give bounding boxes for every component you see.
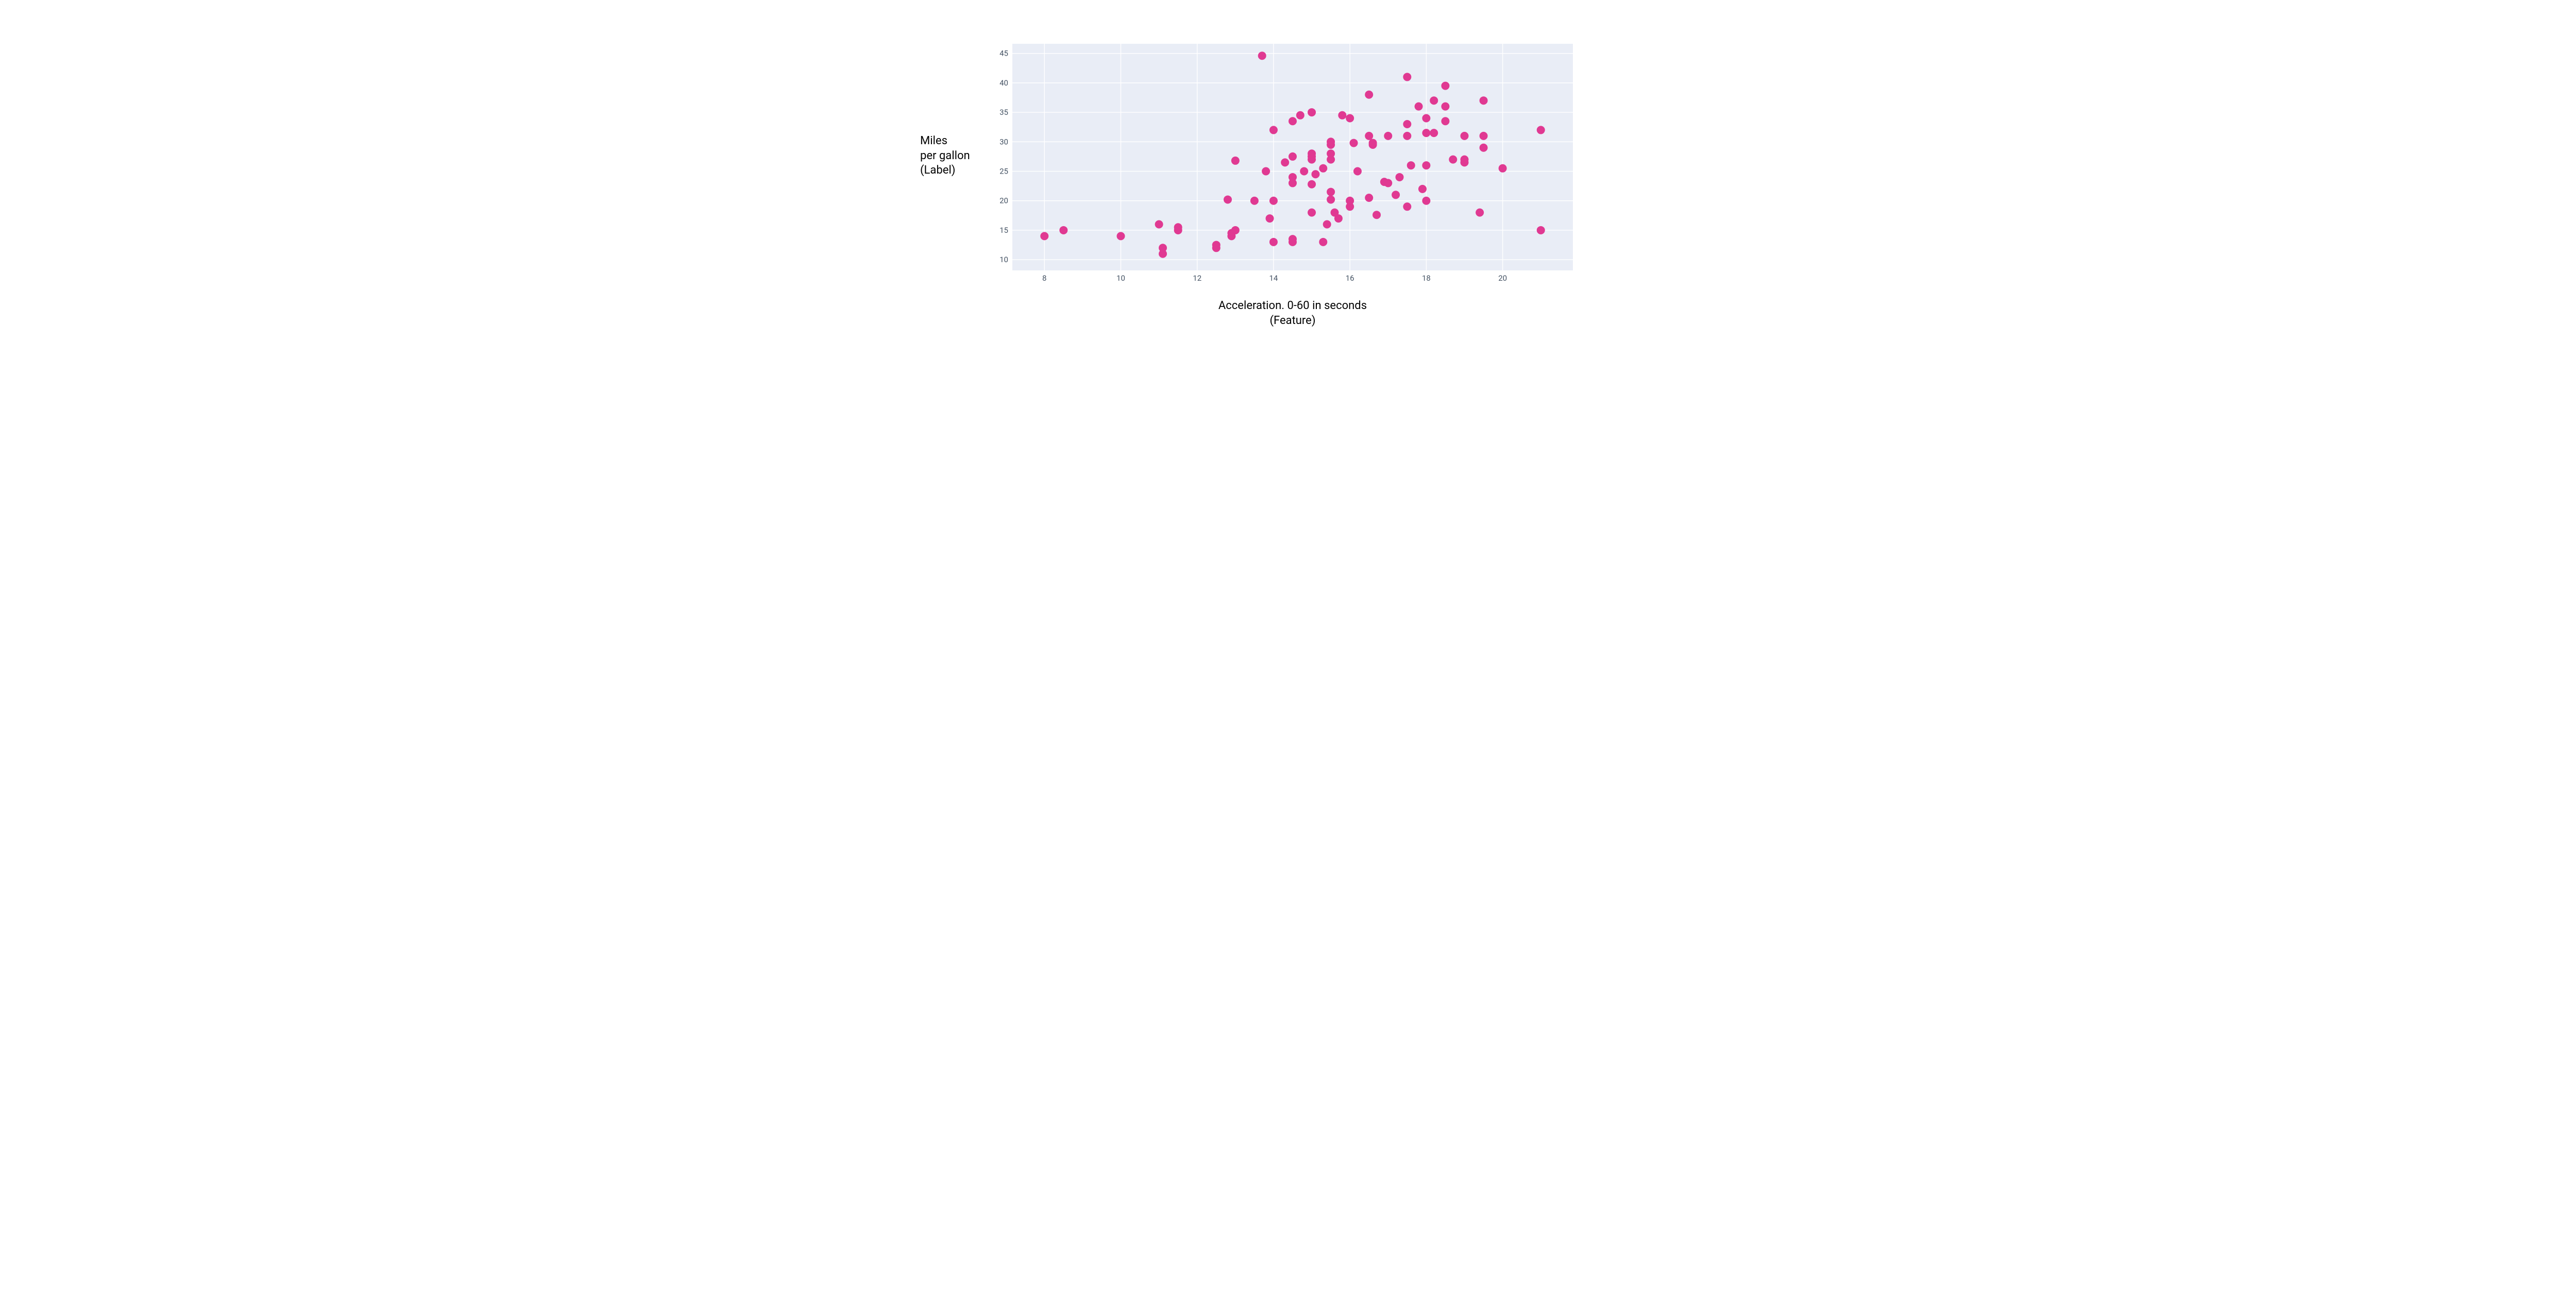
data-point: [1365, 91, 1373, 99]
data-point: [1155, 220, 1163, 229]
data-point: [1159, 250, 1167, 258]
data-point: [1346, 202, 1354, 211]
data-point: [1269, 126, 1278, 134]
data-point: [1384, 132, 1392, 140]
data-point: [1365, 132, 1373, 140]
x-tick-label: 20: [1498, 274, 1507, 283]
data-point: [1327, 195, 1335, 203]
data-point: [1480, 144, 1488, 152]
x-tick-label: 14: [1269, 274, 1278, 283]
data-point: [1403, 120, 1411, 128]
data-point: [1308, 149, 1316, 158]
data-point: [1308, 180, 1316, 189]
data-point: [1537, 126, 1545, 134]
data-point: [1212, 244, 1221, 252]
data-point: [1392, 191, 1400, 199]
data-point: [1441, 82, 1449, 90]
data-point: [1441, 117, 1449, 125]
data-point: [1323, 220, 1331, 229]
data-point: [1476, 209, 1484, 217]
data-point: [1319, 164, 1327, 173]
data-point: [1308, 209, 1316, 217]
data-point: [1266, 214, 1274, 223]
y-tick-label: 10: [999, 255, 1008, 264]
data-point: [1396, 173, 1404, 181]
data-point: [1365, 194, 1373, 202]
data-point: [1289, 152, 1297, 161]
data-point: [1040, 232, 1048, 240]
data-point: [1441, 103, 1449, 111]
data-point: [1308, 108, 1316, 116]
data-point: [1327, 149, 1335, 158]
data-point: [1289, 117, 1297, 125]
data-point: [1403, 132, 1411, 140]
data-point: [1289, 173, 1297, 181]
scatter-plot: 8 10 12 14 16 18 20 10 15 20 25 30 35 40 45: [995, 41, 1576, 285]
data-point: [1258, 52, 1266, 60]
data-point: [1461, 132, 1469, 140]
x-axis-label-line1: Acceleration. 0-60 in seconds: [1012, 299, 1573, 314]
data-point: [1430, 96, 1438, 105]
data-point: [1289, 235, 1297, 243]
data-point: [1369, 139, 1377, 147]
data-point: [1346, 114, 1354, 123]
data-point: [1262, 167, 1270, 176]
data-point: [1116, 232, 1125, 240]
data-point: [1296, 111, 1304, 119]
data-point: [1311, 170, 1319, 178]
data-point: [1403, 73, 1411, 81]
data-point: [1227, 229, 1235, 237]
data-point: [1231, 157, 1240, 165]
x-tick-label: 12: [1193, 274, 1201, 283]
data-point: [1403, 202, 1411, 211]
data-point: [1461, 156, 1469, 164]
x-axis-label: Acceleration. 0-60 in seconds(Feature): [1012, 299, 1573, 328]
y-tick-label: 20: [999, 196, 1008, 206]
data-point: [1418, 185, 1427, 193]
data-point: [1372, 211, 1381, 219]
data-point: [1430, 129, 1438, 137]
data-point: [1224, 195, 1232, 203]
data-point: [1281, 158, 1289, 166]
data-point: [1250, 197, 1259, 205]
data-point: [1334, 214, 1343, 223]
y-tick-label: 40: [999, 78, 1008, 88]
data-point: [1422, 129, 1430, 137]
data-point: [1174, 226, 1182, 234]
data-point: [1415, 103, 1423, 111]
data-point: [1269, 238, 1278, 246]
data-point: [1350, 139, 1358, 147]
x-tick-label: 8: [1042, 274, 1046, 283]
x-axis-label-line2: (Feature): [1012, 314, 1573, 329]
data-point: [1480, 96, 1488, 105]
x-tick-label: 18: [1422, 274, 1431, 283]
y-tick-label: 35: [999, 108, 1008, 117]
y-tick-label: 45: [999, 49, 1008, 58]
x-tick-label: 10: [1116, 274, 1125, 283]
data-point: [1300, 167, 1308, 176]
data-point: [1269, 197, 1278, 205]
y-tick-label: 15: [999, 226, 1008, 235]
data-point: [1422, 161, 1430, 169]
y-axis-label: Miles per gallon (Label): [920, 134, 970, 178]
data-point: [1449, 156, 1457, 164]
chart-container: Miles per gallon (Label) 8 10 12 14 16 18 20 10…: [896, 0, 1680, 374]
y-tick-label: 30: [999, 137, 1008, 146]
x-tick-label: 16: [1346, 274, 1354, 283]
y-tick-label: 25: [999, 167, 1008, 176]
data-point: [1499, 164, 1507, 173]
data-point: [1338, 111, 1346, 119]
data-point: [1384, 179, 1392, 187]
data-point: [1327, 188, 1335, 196]
data-point: [1422, 197, 1430, 205]
data-point: [1059, 226, 1067, 234]
data-point: [1537, 226, 1545, 234]
data-point: [1407, 161, 1415, 169]
data-point: [1353, 167, 1362, 176]
data-point: [1480, 132, 1488, 140]
data-point: [1327, 138, 1335, 146]
data-point: [1422, 114, 1430, 123]
data-point: [1319, 238, 1327, 246]
